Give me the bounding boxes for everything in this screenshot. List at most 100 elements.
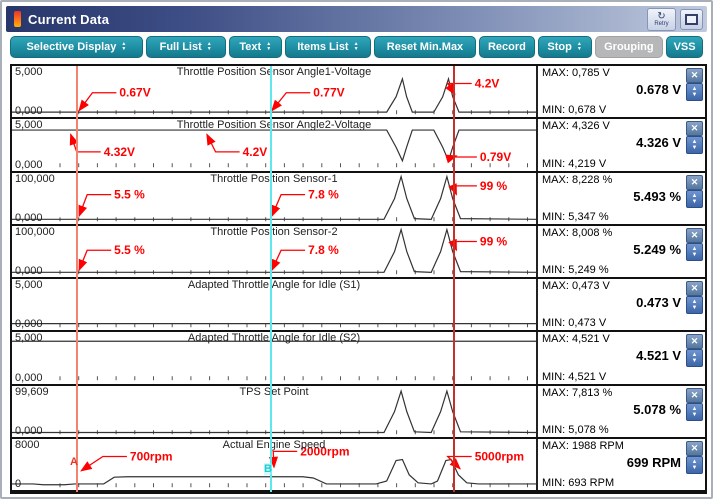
graph-row-tps-2: 100,000 Throttle Position Sensor-2 0,000… xyxy=(12,225,705,279)
y-axis-max-label: 5,000 xyxy=(15,332,43,345)
value-readout: MAX: 1988 RPM 699 RPM MIN: 693 RPM xyxy=(538,439,705,490)
svg-text:99 %: 99 % xyxy=(480,234,508,248)
svg-text:0.77V: 0.77V xyxy=(313,86,344,100)
retry-button[interactable]: ↻ Retry xyxy=(647,7,676,31)
y-axis-min-label: 0,000 xyxy=(15,371,43,384)
max-readout: MAX: 8,228 % xyxy=(542,173,613,186)
graph-row-adapted-throttle-s1: 5,000 Adapted Throttle Angle for Idle (S… xyxy=(12,279,705,333)
text-mode-button[interactable]: Text xyxy=(228,36,283,58)
parameter-title: Throttle Position Sensor Angle1-Voltage xyxy=(176,66,372,78)
parameter-title: Adapted Throttle Angle for Idle (S1) xyxy=(187,279,361,291)
svg-text:7.8 %: 7.8 % xyxy=(308,187,339,201)
row-scale-button[interactable] xyxy=(686,189,703,208)
cursor-line-current[interactable] xyxy=(453,66,455,492)
close-row-button[interactable] xyxy=(686,68,703,83)
row-scale-button[interactable] xyxy=(686,402,703,421)
close-row-button[interactable] xyxy=(686,174,703,190)
value-readout: MAX: 4,326 V 4.326 V MIN: 4,219 V xyxy=(538,119,705,170)
vss-button[interactable]: VSS xyxy=(666,36,703,58)
row-scale-button[interactable] xyxy=(686,242,703,261)
selective-display-button[interactable]: Selective Display xyxy=(10,36,143,58)
max-readout: MAX: 8,008 % xyxy=(542,226,613,239)
close-row-button[interactable] xyxy=(686,121,703,137)
value-readout: MAX: 8,008 % 5.249 % MIN: 5,249 % xyxy=(538,226,705,277)
y-axis-max-label: 5,000 xyxy=(15,119,43,132)
svg-text:2000rpm: 2000rpm xyxy=(300,444,349,458)
svg-text:700rpm: 700rpm xyxy=(130,449,173,463)
restore-icon xyxy=(685,13,698,25)
current-value: 699 RPM xyxy=(626,454,681,470)
current-value: 4.326 V xyxy=(636,135,681,151)
min-readout: MIN: 5,347 % xyxy=(542,210,609,223)
y-axis-min-label: 0,000 xyxy=(15,265,43,277)
current-value: 5.249 % xyxy=(633,241,681,257)
parameter-title: Actual Engine Speed xyxy=(222,438,326,451)
items-list-button[interactable]: Items List xyxy=(285,36,371,58)
max-readout: MAX: 7,813 % xyxy=(542,386,613,399)
record-button[interactable]: Record xyxy=(479,36,535,58)
title-bar: Current Data ↻ Retry xyxy=(6,6,707,32)
window-restore-button[interactable] xyxy=(680,8,703,30)
row-scale-button[interactable] xyxy=(686,83,703,101)
trace-graph: 700rpm 2000rpm 5000rpm xyxy=(12,444,536,487)
parameter-title: Throttle Position Sensor Angle2-Voltage xyxy=(176,119,372,132)
current-value: 5.078 % xyxy=(633,401,681,417)
current-value: 4.521 V xyxy=(636,348,681,364)
toolbar: Selective Display Full List Text Items L… xyxy=(10,36,703,60)
y-axis-max-label: 5,000 xyxy=(15,66,43,78)
min-readout: MIN: 693 RPM xyxy=(542,477,615,489)
close-row-button[interactable] xyxy=(686,227,703,243)
graph-row-tps-set-point: 99,609 TPS Set Point 0,000 MAX: 7,813 % … xyxy=(12,385,705,439)
svg-text:4.2V: 4.2V xyxy=(243,145,268,159)
value-readout: MAX: 0,785 V 0.678 V MIN: 0,678 V xyxy=(538,66,705,117)
plot-area: 5,000 Adapted Throttle Angle for Idle (S… xyxy=(12,332,538,384)
y-axis-max-label: 99,609 xyxy=(15,385,49,398)
row-scale-button[interactable] xyxy=(686,296,703,314)
graph-row-tps-angle2-voltage: 5,000 Throttle Position Sensor Angle2-Vo… xyxy=(12,119,705,173)
close-row-button[interactable] xyxy=(686,387,703,403)
y-axis-min-label: 0,000 xyxy=(15,105,43,118)
row-scale-button[interactable] xyxy=(686,349,703,368)
parameter-title: Throttle Position Sensor-1 xyxy=(210,172,338,185)
svg-text:4.2V: 4.2V xyxy=(475,76,500,90)
plot-area: 5,000 Throttle Position Sensor Angle1-Vo… xyxy=(12,66,538,118)
graph-row-tps-angle1-voltage: 5,000 Throttle Position Sensor Angle1-Vo… xyxy=(12,66,705,120)
graph-panel: 5,000 Throttle Position Sensor Angle1-Vo… xyxy=(10,64,707,494)
close-row-button[interactable] xyxy=(686,334,703,350)
svg-text:0.79V: 0.79V xyxy=(480,150,511,164)
plot-area: 100,000 Throttle Position Sensor-1 0,000… xyxy=(12,172,538,224)
min-readout: MIN: 0,473 V xyxy=(542,317,607,330)
stop-button[interactable]: Stop xyxy=(537,36,592,58)
window-title: Current Data xyxy=(28,11,110,27)
graph-row-actual-engine-speed: 8000 Actual Engine Speed 0 700rpm 2000rpm… xyxy=(12,438,705,492)
parameter-title: Adapted Throttle Angle for Idle (S2) xyxy=(187,332,361,345)
y-axis-min-label: 0,000 xyxy=(15,424,43,437)
value-readout: MAX: 0,473 V 0.473 V MIN: 0,473 V xyxy=(538,279,705,330)
max-readout: MAX: 4,326 V xyxy=(542,120,610,133)
close-row-button[interactable] xyxy=(686,440,703,456)
svg-text:4.32V: 4.32V xyxy=(104,145,135,159)
value-readout: MAX: 4,521 V 4.521 V MIN: 4,521 V xyxy=(538,332,705,383)
trace-graph xyxy=(12,323,536,328)
status-flame-icon xyxy=(14,11,21,27)
reset-minmax-button[interactable]: Reset Min.Max xyxy=(373,36,477,58)
row-scale-button[interactable] xyxy=(686,136,703,155)
y-axis-min-label: 0,000 xyxy=(15,318,43,331)
cursor-line-a[interactable] xyxy=(76,66,78,492)
close-row-button[interactable] xyxy=(686,281,703,296)
current-value: 0.678 V xyxy=(636,82,681,97)
cursor-line-b[interactable] xyxy=(270,66,272,492)
full-list-button[interactable]: Full List xyxy=(145,36,226,58)
retry-icon: ↻ xyxy=(657,10,666,22)
row-scale-button[interactable] xyxy=(686,455,703,474)
min-readout: MIN: 4,521 V xyxy=(542,370,607,383)
graph-row-tps-1: 100,000 Throttle Position Sensor-1 0,000… xyxy=(12,172,705,226)
y-axis-max-label: 5,000 xyxy=(15,279,43,291)
parameter-title: Throttle Position Sensor-2 xyxy=(210,225,338,238)
spinner-icon xyxy=(207,42,212,52)
spinner-icon xyxy=(266,42,271,52)
svg-text:5.5 %: 5.5 % xyxy=(114,187,145,201)
grouping-button[interactable]: Grouping xyxy=(594,36,664,58)
spinner-icon xyxy=(354,42,359,52)
trace-graph: 5.5 % 7.8 % 99 % xyxy=(12,173,536,221)
